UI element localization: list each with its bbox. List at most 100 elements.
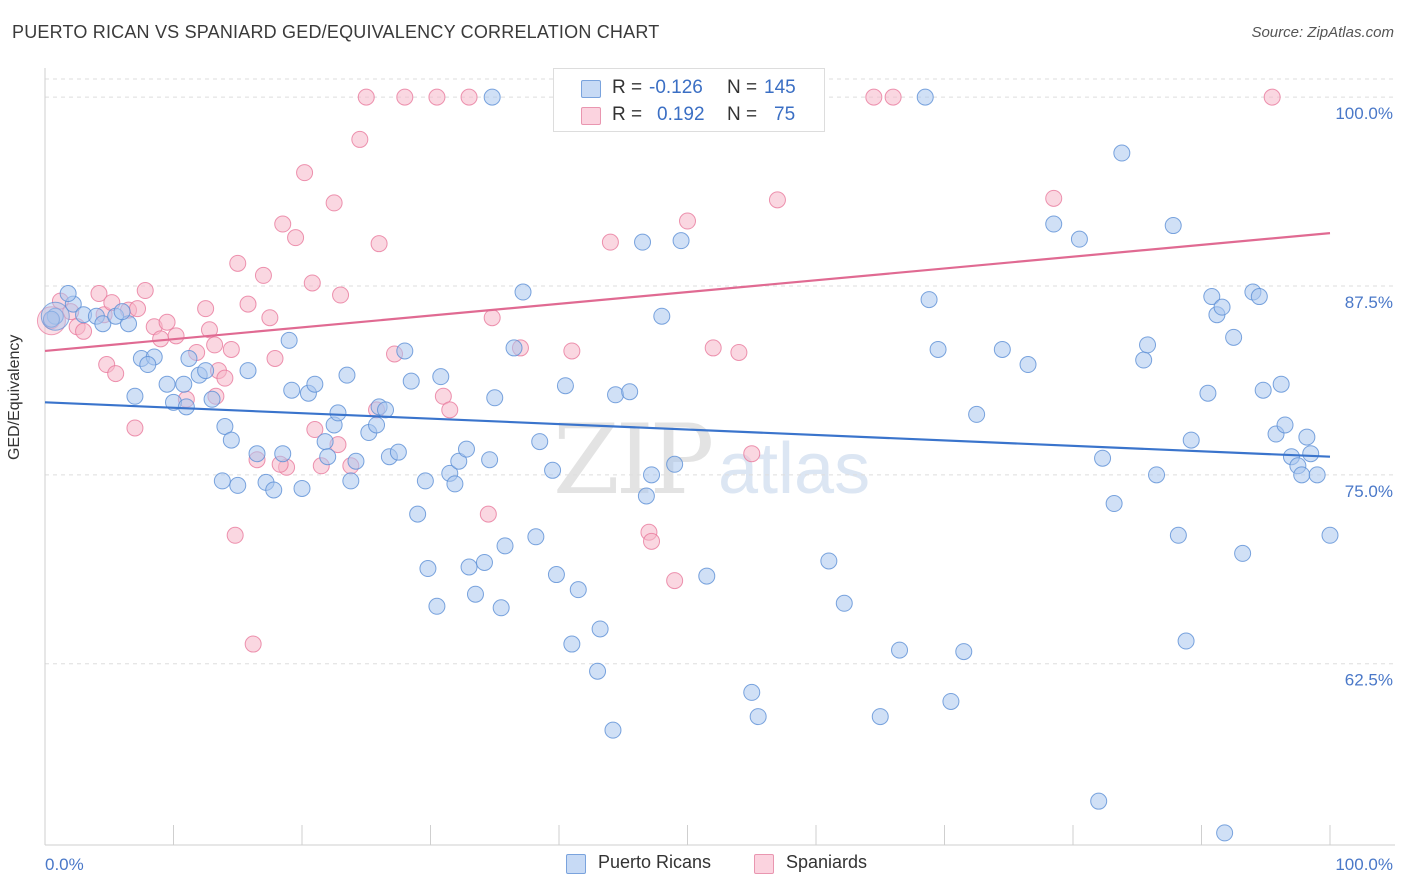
puerto-rican-point xyxy=(569,581,587,599)
puerto-rican-point xyxy=(1250,288,1268,306)
puerto-rican-point xyxy=(1293,466,1311,484)
legend-row-spaniards: R = 0.192 N = 75 xyxy=(554,101,824,129)
puerto-rican-point xyxy=(749,708,767,726)
puerto-rican-point xyxy=(835,594,853,612)
puerto-rican-point xyxy=(920,291,938,309)
x-tick-label-right: 100.0% xyxy=(1335,855,1393,874)
puerto-rican-point xyxy=(1177,632,1195,650)
spaniard-point xyxy=(357,88,375,106)
x-tick-label-left: 0.0% xyxy=(45,855,84,874)
puerto-rican-point xyxy=(1203,288,1221,306)
puerto-rican-point xyxy=(698,567,716,585)
puerto-rican-point xyxy=(820,552,838,570)
spaniard-point xyxy=(601,233,619,251)
axes xyxy=(44,68,1395,846)
puerto-rican-cluster-point xyxy=(40,301,70,331)
spaniard-point xyxy=(129,300,147,318)
puerto-rican-point xyxy=(1070,230,1088,248)
puerto-rican-point xyxy=(197,362,215,380)
spaniard-point xyxy=(743,445,761,463)
spaniard-point xyxy=(126,419,144,437)
puerto-rican-point xyxy=(175,375,193,393)
puerto-rican-point xyxy=(1182,431,1200,449)
legend-r-label: R = xyxy=(612,104,643,125)
puerto-rican-point xyxy=(871,708,889,726)
legend-n-value: 75 xyxy=(774,104,796,125)
legend-swatch-pink xyxy=(581,107,601,125)
puerto-rican-point xyxy=(306,375,324,393)
spaniard-point xyxy=(884,88,902,106)
puerto-rican-point xyxy=(643,466,661,484)
puerto-rican-point xyxy=(589,662,607,680)
puerto-rican-point xyxy=(216,417,234,435)
puerto-rican-point xyxy=(342,472,360,490)
legend-row-puerto-ricans: R = -0.126 N = 145 xyxy=(554,74,824,102)
puerto-rican-point xyxy=(1302,445,1320,463)
puerto-rican-point xyxy=(496,537,514,555)
spaniard-point xyxy=(158,313,176,331)
puerto-rican-point xyxy=(428,597,446,615)
puerto-rican-point xyxy=(486,389,504,407)
puerto-rican-point xyxy=(419,560,437,578)
legend-n-label: N = xyxy=(727,77,758,98)
watermark-zip: ZIP xyxy=(553,404,714,516)
puerto-rican-point xyxy=(556,377,574,395)
puerto-rican-point xyxy=(1113,144,1131,162)
puerto-rican-point xyxy=(460,558,478,576)
spaniard-point xyxy=(332,286,350,304)
spaniard-point xyxy=(730,343,748,361)
puerto-rican-point xyxy=(377,401,395,419)
spaniard-point xyxy=(107,365,125,383)
spaniard-point xyxy=(167,327,185,345)
puerto-rican-point xyxy=(402,372,420,390)
puerto-rican-point xyxy=(59,285,77,303)
spaniard-point xyxy=(261,309,279,327)
puerto-rican-point xyxy=(139,356,157,374)
spaniard-point xyxy=(274,215,292,233)
spaniard-point xyxy=(441,401,459,419)
puerto-rican-point xyxy=(1090,792,1108,810)
puerto-rican-point xyxy=(483,88,501,106)
spaniard-point xyxy=(239,295,257,313)
spaniard-point xyxy=(90,285,108,303)
puerto-rican-point xyxy=(347,452,365,470)
puerto-rican-point xyxy=(1019,356,1037,374)
puerto-ricans-trend-line xyxy=(44,401,1331,458)
legend-n-value: 145 xyxy=(764,77,796,98)
spaniard-point xyxy=(306,421,324,439)
puerto-rican-point xyxy=(544,461,562,479)
puerto-rican-point xyxy=(481,451,499,469)
puerto-rican-point xyxy=(621,383,639,401)
puerto-rican-point xyxy=(1045,215,1063,233)
puerto-rican-point xyxy=(968,405,986,423)
spaniard-point xyxy=(75,322,93,340)
puerto-rican-point xyxy=(634,233,652,251)
puerto-rican-point xyxy=(416,472,434,490)
legend-r-value: 0.192 xyxy=(657,104,705,125)
spaniard-point xyxy=(287,229,305,247)
puerto-rican-point xyxy=(329,404,347,422)
spaniard-point xyxy=(351,130,369,148)
puerto-rican-point xyxy=(637,487,655,505)
puerto-rican-point xyxy=(319,448,337,466)
legend-r-value: -0.126 xyxy=(649,77,703,98)
spaniard-point xyxy=(266,350,284,368)
spaniards-points xyxy=(36,88,1281,653)
puerto-rican-point xyxy=(213,472,231,490)
y-tick-label: 62.5% xyxy=(1345,671,1393,690)
puerto-rican-point xyxy=(531,433,549,451)
spaniard-point xyxy=(1263,88,1281,106)
bottom-legend-swatch-blue xyxy=(566,854,586,874)
tick-labels: 62.5% 75.0% 87.5% 100.0% 0.0% 100.0% xyxy=(45,104,1393,874)
spaniard-point xyxy=(226,526,244,544)
correlation-legend: R = -0.126 N = 145 R = 0.192 N = 75 xyxy=(553,68,825,132)
y-tick-label: 87.5% xyxy=(1345,293,1393,312)
puerto-rican-point xyxy=(126,387,144,405)
puerto-rican-point xyxy=(274,445,292,463)
puerto-rican-point xyxy=(604,721,622,739)
puerto-rican-point xyxy=(316,433,334,451)
puerto-rican-point xyxy=(180,350,198,368)
puerto-rican-point xyxy=(1298,428,1316,446)
puerto-rican-point xyxy=(1164,217,1182,235)
